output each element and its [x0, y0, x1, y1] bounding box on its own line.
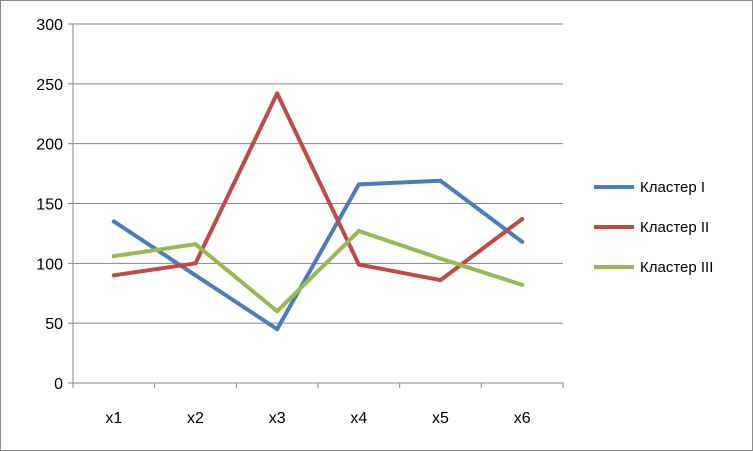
data-point [111, 254, 116, 259]
series-line [111, 91, 525, 283]
x-tick-label: x6 [514, 410, 531, 427]
data-point [438, 278, 443, 283]
y-tick-label: 150 [36, 197, 63, 214]
x-tick-label: x1 [105, 410, 122, 427]
data-point [356, 182, 361, 187]
series-lines [111, 91, 525, 332]
legend: Кластер I Кластер II Кластер III [594, 179, 713, 276]
data-point [111, 219, 116, 224]
x-tick-label: x3 [269, 410, 286, 427]
y-tick-label: 0 [54, 376, 63, 393]
data-point [111, 273, 116, 278]
x-tick-label: x2 [187, 410, 204, 427]
data-point [275, 309, 280, 314]
y-tick-labels: 0 50 100 150 200 250 300 [36, 17, 63, 393]
y-tick-label: 50 [45, 316, 63, 333]
y-tick-label: 100 [36, 256, 63, 273]
data-point [275, 91, 280, 96]
legend-label: Кластер I [640, 179, 705, 196]
y-tick-label: 300 [36, 17, 63, 34]
data-point [275, 327, 280, 332]
data-point [520, 282, 525, 287]
data-point [438, 256, 443, 261]
data-point [193, 261, 198, 266]
gridlines [68, 23, 564, 388]
data-point [356, 262, 361, 267]
data-point [520, 239, 525, 244]
series-line [111, 229, 525, 314]
x-tick-label: x4 [350, 410, 367, 427]
x-tick-labels: x1 x2 x3 x4 x5 x6 [105, 410, 530, 427]
data-point [356, 229, 361, 234]
data-point [520, 217, 525, 222]
legend-label: Кластер III [640, 259, 713, 276]
data-point [193, 273, 198, 278]
x-tick-label: x5 [432, 410, 449, 427]
axes [72, 24, 563, 384]
y-tick-label: 200 [36, 137, 63, 154]
y-tick-label: 250 [36, 77, 63, 94]
legend-label: Кластер II [640, 219, 709, 236]
data-point [438, 178, 443, 183]
data-point [193, 242, 198, 247]
